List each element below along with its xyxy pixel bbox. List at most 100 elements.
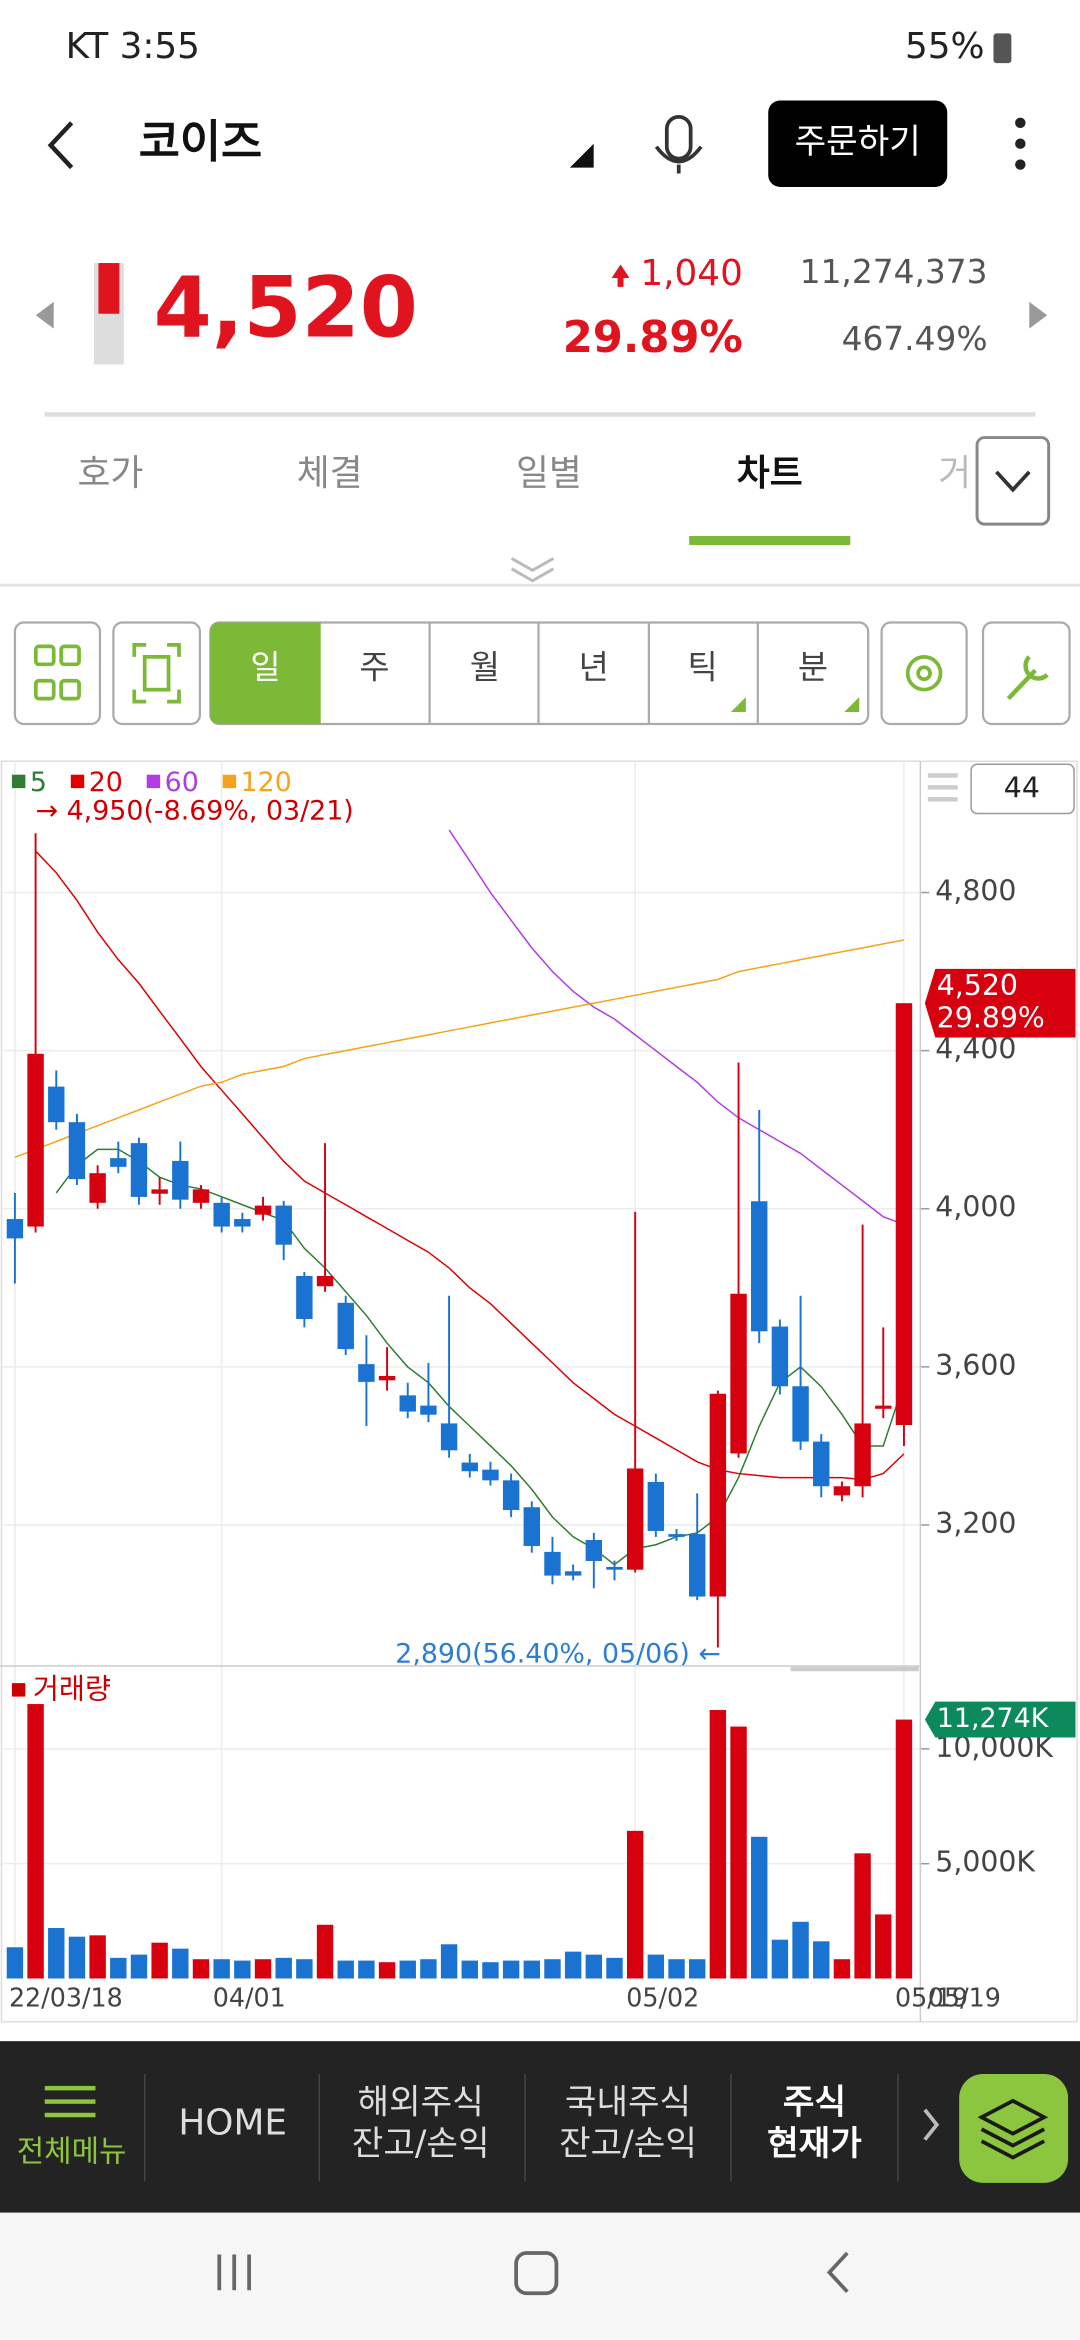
candle-body [254, 1205, 272, 1215]
period-button[interactable]: 분 [798, 648, 828, 686]
volume-swatch [11, 1683, 26, 1697]
period-button[interactable]: 틱 [688, 648, 718, 686]
candle-body [730, 1293, 747, 1454]
volume-bar [110, 1957, 127, 1979]
chart-menu[interactable] [927, 773, 958, 802]
x-tick-label: 05/02 [626, 1982, 699, 2012]
next-stock[interactable] [1029, 301, 1048, 329]
legend-label: 20 [89, 767, 123, 798]
layers-button[interactable] [959, 2073, 1069, 2183]
candle-body [585, 1540, 603, 1561]
candle-body [172, 1160, 189, 1200]
all-menu[interactable]: 전체메뉴 [17, 2135, 127, 2170]
tab[interactable]: 체결 [297, 453, 363, 494]
system-nav [0, 2212, 1080, 2340]
nav-item[interactable]: 잔고/손익 [559, 2124, 697, 2164]
candle-body [709, 1393, 727, 1597]
volume-bar [337, 1960, 354, 1979]
legend-swatch [70, 774, 85, 789]
candle-body [275, 1205, 292, 1245]
volume-bar [875, 1914, 892, 1979]
volume-bar [502, 1960, 520, 1979]
candle-body [461, 1462, 478, 1472]
stock-name[interactable]: 코이즈 [139, 115, 263, 168]
expand-handle[interactable] [510, 557, 555, 583]
more-menu[interactable] [1015, 117, 1026, 170]
candle-count-box[interactable] [970, 763, 1075, 815]
period-active [210, 622, 321, 724]
candle-body [316, 1275, 334, 1287]
period-separators [428, 622, 759, 724]
nav-item[interactable]: 잔고/손익 [352, 2124, 490, 2164]
volume-bar [647, 1954, 665, 1979]
period-button[interactable]: 년 [579, 648, 609, 686]
volume-bar [606, 1957, 623, 1979]
candle-body [771, 1326, 789, 1387]
name-dropdown[interactable] [569, 143, 594, 168]
last-price-label: 4,520 [937, 969, 1018, 1002]
candle-body [378, 1375, 396, 1381]
layout-button[interactable] [13, 621, 102, 726]
tab[interactable]: 일별 [516, 453, 582, 494]
period-button[interactable]: 일 [250, 648, 280, 686]
prev-stock[interactable] [35, 301, 54, 329]
volume-bar [420, 1959, 437, 1979]
fullscreen-button[interactable] [112, 621, 202, 726]
volume-title: 거래량 [33, 1673, 111, 1706]
candle-body [440, 1423, 458, 1451]
menu-icon [44, 2085, 96, 2118]
nav-separators [143, 2073, 899, 2182]
chart-frame [0, 760, 1078, 2023]
nav-item[interactable]: 국내주식 [565, 2082, 691, 2122]
y-tick-label: 4,800 [935, 875, 1016, 908]
period-button[interactable]: 월 [470, 648, 500, 686]
tab[interactable]: 거 [938, 453, 971, 494]
volume-bar [668, 1959, 685, 1979]
legend-label: 60 [165, 767, 199, 798]
tools-icon [1006, 655, 1049, 701]
candle-body [647, 1481, 665, 1531]
tab-dropdown-icon [995, 470, 1031, 493]
candle-body [544, 1551, 561, 1576]
back-button[interactable] [47, 121, 74, 170]
candle-body [213, 1202, 230, 1227]
volume-bar [48, 1927, 65, 1979]
candle-count: 44 [1004, 772, 1040, 805]
tab[interactable]: 호가 [77, 453, 143, 494]
volume-rate: 467.49% [842, 320, 988, 358]
low-annotation: 2,890(56.40%, 05/06) ← [395, 1639, 721, 1670]
order-button[interactable] [768, 100, 948, 187]
nav-item[interactable]: 해외주식 [358, 2082, 484, 2122]
y-tick-label: 4,400 [935, 1033, 1016, 1066]
volume-bar [688, 1959, 706, 1979]
candle-body [833, 1486, 851, 1496]
last-price-tag [924, 968, 1076, 1038]
candle-body [110, 1158, 127, 1167]
nav-scroll[interactable] [923, 2108, 940, 2141]
layers-icon [977, 2098, 1049, 2160]
nav-item-active[interactable]: 주식 [783, 2082, 846, 2122]
x-tick-label: 05/19 [928, 1982, 1001, 2012]
x-tick-label: 04/01 [213, 1982, 286, 2012]
volume-bar [296, 1959, 313, 1979]
up-arrow [611, 264, 630, 287]
candle-body [68, 1122, 86, 1180]
nav-item[interactable]: HOME [178, 2103, 287, 2144]
tab-dropdown[interactable] [975, 436, 1051, 526]
candle-body [606, 1566, 623, 1570]
candle-body [296, 1275, 313, 1320]
candle-body [358, 1364, 375, 1382]
tab-active[interactable]: 차트 [737, 453, 803, 494]
high-annotation: → 4,950(-8.69%, 03/21) [36, 795, 354, 826]
settings-button[interactable] [880, 621, 968, 726]
period-button[interactable]: 주 [359, 648, 389, 686]
volume-bar [523, 1960, 540, 1979]
volume-tag [924, 1701, 1076, 1738]
nav-item-active[interactable]: 현재가 [767, 2124, 862, 2164]
volume-bar [254, 1959, 272, 1979]
system-buttons[interactable] [217, 2251, 849, 2296]
legend-swatch [146, 774, 161, 789]
candle-body [895, 1003, 913, 1425]
mic-button[interactable] [654, 114, 703, 174]
volume-bar [440, 1944, 458, 1979]
